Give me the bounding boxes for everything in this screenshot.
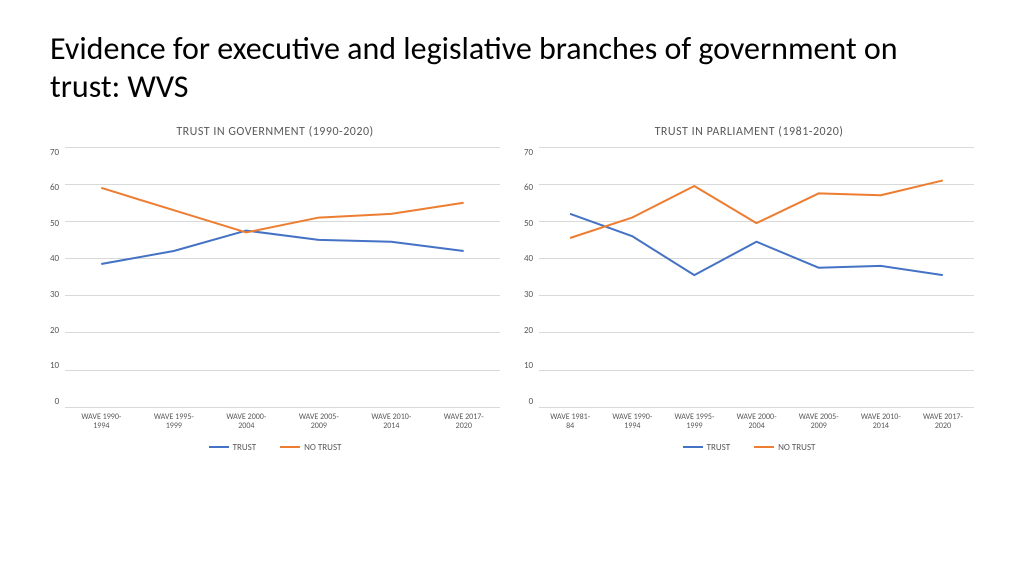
y-tick: 10 [524,360,533,371]
chart-government: TRUST IN GOVERNMENT (1990-2020) 70 60 50 40… [50,125,500,453]
plot-wrap: WAVE 1990-1994WAVE 1995-1999WAVE 2000-20… [65,147,500,432]
legend-item: NO TRUST [754,442,815,453]
y-tick: 50 [50,218,59,229]
x-axis: WAVE 1990-1994WAVE 1995-1999WAVE 2000-20… [65,413,500,432]
grid-line [539,407,974,408]
x-tick: WAVE 1990-1994 [601,413,663,432]
x-tick: WAVE 1995-1999 [663,413,725,432]
y-tick: 60 [50,182,59,193]
legend: TRUST NO TRUST [209,442,342,453]
y-tick: 0 [55,396,60,407]
chart-lines [65,147,500,407]
legend-swatch [683,446,703,448]
y-tick: 40 [50,253,59,264]
y-tick: 50 [524,218,533,229]
y-tick: 30 [524,289,533,300]
y-tick: 70 [50,147,59,158]
chart-parliament: TRUST IN PARLIAMENT (1981-2020) 70 60 50 40… [524,125,974,453]
y-axis: 70 60 50 40 30 20 10 0 [524,147,539,407]
slide-title: Evidence for executive and legislative b… [50,30,974,107]
chart-lines [539,147,974,407]
x-tick: WAVE 2010-2014 [355,413,427,432]
plot-area [539,147,974,407]
y-axis: 70 60 50 40 30 20 10 0 [50,147,65,407]
legend-item: TRUST [209,442,257,453]
y-tick: 20 [524,325,533,336]
series-line [570,180,943,238]
legend-label: NO TRUST [304,442,341,453]
plot-area [65,147,500,407]
x-tick: WAVE 2010-2014 [850,413,912,432]
x-tick: WAVE 2005-2009 [283,413,355,432]
y-tick: 70 [524,147,533,158]
legend-label: TRUST [707,442,731,453]
y-tick: 20 [50,325,59,336]
legend: TRUST NO TRUST [683,442,816,453]
legend-item: TRUST [683,442,731,453]
y-tick: 0 [529,396,534,407]
x-tick: WAVE 2017-2020 [428,413,500,432]
series-line [101,188,463,233]
x-tick: WAVE 1995-1999 [138,413,210,432]
x-tick: WAVE 2000-2004 [726,413,788,432]
y-tick: 30 [50,289,59,300]
y-tick: 40 [524,253,533,264]
x-tick: WAVE 2000-2004 [210,413,282,432]
chart-body: 70 60 50 40 30 20 10 0 WAVE 1990-1994WAVE 1995-… [50,147,500,432]
legend-label: TRUST [233,442,257,453]
series-line [101,230,463,263]
x-tick: WAVE 2017-2020 [912,413,974,432]
legend-swatch [280,446,300,448]
plot-wrap: WAVE 1981-84WAVE 1990-1994WAVE 1995-1999… [539,147,974,432]
x-axis: WAVE 1981-84WAVE 1990-1994WAVE 1995-1999… [539,413,974,432]
legend-label: NO TRUST [778,442,815,453]
chart-body: 70 60 50 40 30 20 10 0 WAVE 1981-84WAVE 1990-19… [524,147,974,432]
legend-item: NO TRUST [280,442,341,453]
legend-swatch [209,446,229,448]
chart-title: TRUST IN PARLIAMENT (1981-2020) [655,125,844,139]
grid-line [65,407,500,408]
x-tick: WAVE 1990-1994 [65,413,137,432]
charts-row: TRUST IN GOVERNMENT (1990-2020) 70 60 50 40… [50,125,974,453]
x-tick: WAVE 2005-2009 [788,413,850,432]
y-tick: 10 [50,360,59,371]
x-tick: WAVE 1981-84 [539,413,601,432]
chart-title: TRUST IN GOVERNMENT (1990-2020) [176,125,373,139]
legend-swatch [754,446,774,448]
y-tick: 60 [524,182,533,193]
